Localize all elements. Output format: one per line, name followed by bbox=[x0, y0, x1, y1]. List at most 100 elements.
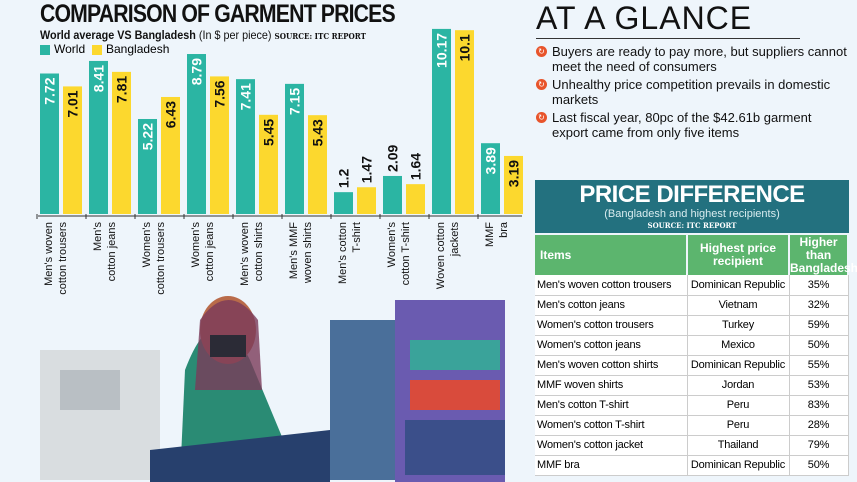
category-label: Men's woven bbox=[239, 222, 251, 286]
table-row: Women's cotton T-shirt Peru 28% bbox=[535, 415, 849, 436]
table-cell: Men's cotton jeans bbox=[535, 295, 688, 316]
table-row: Women's cotton trousers Turkey 59% bbox=[535, 315, 849, 336]
category-label: cotton jeans bbox=[106, 222, 118, 282]
table-source: SOURCE: ITC REPORT bbox=[647, 221, 737, 230]
bullet-text: Buyers are ready to pay more, but suppli… bbox=[552, 44, 847, 74]
table-cell: 79% bbox=[789, 435, 849, 456]
data-label: 7.72 bbox=[42, 77, 58, 104]
category-label: Men's cotton bbox=[337, 222, 349, 284]
bullet-item: ↻ Last fiscal year, 80pc of the $42.61b g… bbox=[536, 110, 848, 140]
table-header-banner: PRICE DIFFERENCE (Bangladesh and highest… bbox=[535, 180, 849, 233]
table-cell: Peru bbox=[687, 415, 790, 436]
data-label: 8.41 bbox=[91, 65, 107, 92]
category-label: cotton jeans bbox=[204, 222, 216, 282]
category-label: bra bbox=[498, 221, 510, 238]
table-row: Men's cotton jeans Vietnam 32% bbox=[535, 295, 849, 316]
bar-world bbox=[383, 175, 402, 214]
legend-swatch bbox=[40, 44, 50, 55]
table-cell: Thailand bbox=[687, 435, 790, 456]
col-recipient: Highest price recipient bbox=[687, 233, 790, 275]
table-cell: Men's woven cotton trousers bbox=[535, 275, 688, 296]
at-a-glance-title: AT A GLANCE bbox=[536, 0, 753, 36]
bar-bangladesh bbox=[161, 96, 180, 214]
data-label: 8.79 bbox=[189, 58, 205, 85]
category-label: cotton T-shirt bbox=[400, 222, 412, 285]
bar-bangladesh bbox=[63, 86, 82, 214]
col-higher: Higher than Bangladesh bbox=[789, 233, 857, 275]
table-cell: 35% bbox=[789, 275, 849, 296]
chart-title: COMPARISON OF GARMENT PRICES bbox=[40, 0, 396, 28]
bar-world bbox=[334, 192, 353, 214]
category-label: Men's bbox=[92, 222, 104, 251]
table-cell: 50% bbox=[789, 455, 849, 476]
category-label: Men's woven bbox=[43, 222, 55, 286]
category-label: cotton trousers bbox=[155, 222, 167, 295]
bar-world bbox=[432, 28, 451, 214]
table-cell: Men's cotton T-shirt bbox=[535, 395, 688, 416]
data-label: 7.56 bbox=[212, 80, 228, 107]
subtitle-bold: World average VS Bangladesh bbox=[40, 28, 196, 42]
data-label: 1.64 bbox=[408, 153, 424, 180]
table-title: PRICE DIFFERENCE bbox=[579, 181, 805, 208]
table-cell: 28% bbox=[789, 415, 849, 436]
bar-world bbox=[236, 79, 255, 214]
divider bbox=[536, 38, 800, 39]
table-row: Women's cotton jacket Thailand 79% bbox=[535, 435, 849, 456]
chart-subtitle: World average VS Bangladesh (In $ per pi… bbox=[40, 28, 366, 43]
bar-bangladesh bbox=[112, 71, 131, 214]
table-cell: Dominican Republic bbox=[687, 455, 790, 476]
legend-label: World bbox=[54, 42, 86, 56]
table-cell: Dominican Republic bbox=[687, 275, 790, 296]
table-cell: MMF woven shirts bbox=[535, 375, 688, 396]
table-cell: Turkey bbox=[687, 315, 790, 336]
table-row: Men's woven cotton trousers Dominican Rep… bbox=[535, 275, 849, 296]
category-label: Women's bbox=[190, 222, 202, 268]
table-cell: Vietnam bbox=[687, 295, 790, 316]
data-label: 1.2 bbox=[336, 168, 352, 188]
table-cell: Peru bbox=[687, 395, 790, 416]
bar-world bbox=[40, 73, 59, 214]
table-cell: 53% bbox=[789, 375, 849, 396]
data-label: 3.19 bbox=[506, 160, 522, 187]
category-label: woven shirts bbox=[302, 222, 314, 285]
data-label: 7.01 bbox=[65, 90, 81, 117]
category-label: MMF bbox=[484, 222, 496, 247]
table-row: Men's cotton T-shirt Peru 83% bbox=[535, 395, 849, 416]
data-label: 2.09 bbox=[385, 145, 401, 172]
bar-bangladesh bbox=[357, 187, 376, 214]
bar-chart: 7.72 7.01 Men's woven cotton trousers 8.41 7.… bbox=[36, 28, 523, 295]
data-label: 7.81 bbox=[114, 76, 130, 103]
arrow-icon: ↻ bbox=[536, 112, 547, 123]
table-cell: 83% bbox=[789, 395, 849, 416]
category-label: cotton shirts bbox=[253, 222, 265, 282]
bar-bangladesh bbox=[406, 184, 425, 214]
legend-swatch bbox=[92, 44, 102, 55]
bar-world bbox=[481, 143, 500, 214]
table-cell: Women's cotton trousers bbox=[535, 315, 688, 336]
category-label: jackets bbox=[449, 222, 461, 258]
data-label: 5.43 bbox=[310, 119, 326, 146]
bullet-text: Last fiscal year, 80pc of the $42.61b ga… bbox=[552, 110, 812, 140]
arrow-icon: ↻ bbox=[536, 46, 547, 57]
table-cell: 50% bbox=[789, 335, 849, 356]
subtitle-unit: (In $ per piece) bbox=[198, 28, 272, 42]
data-label: 6.43 bbox=[163, 101, 179, 128]
table-cell: Dominican Republic bbox=[687, 355, 790, 376]
bar-world bbox=[187, 54, 206, 214]
garment-worker-photo bbox=[40, 296, 505, 482]
legend-label: Bangladesh bbox=[106, 42, 170, 56]
data-label: 10.17 bbox=[434, 33, 450, 68]
table-cell: Men's woven cotton shirts bbox=[535, 355, 688, 376]
table-cell: Women's cotton T-shirt bbox=[535, 415, 688, 436]
data-label: 5.45 bbox=[261, 119, 277, 146]
legend-bangladesh: Bangladesh bbox=[92, 43, 169, 56]
category-label: T-shirt bbox=[351, 222, 363, 253]
data-label: 5.22 bbox=[140, 123, 156, 150]
data-label: 1.47 bbox=[359, 156, 375, 183]
bar-world bbox=[89, 60, 108, 214]
col-items: Items bbox=[535, 233, 688, 275]
bar-bangladesh bbox=[210, 76, 229, 215]
table-row: MMF bra Dominican Republic 50% bbox=[535, 455, 849, 476]
bar-world bbox=[138, 118, 157, 214]
category-label: Women's bbox=[386, 222, 398, 268]
